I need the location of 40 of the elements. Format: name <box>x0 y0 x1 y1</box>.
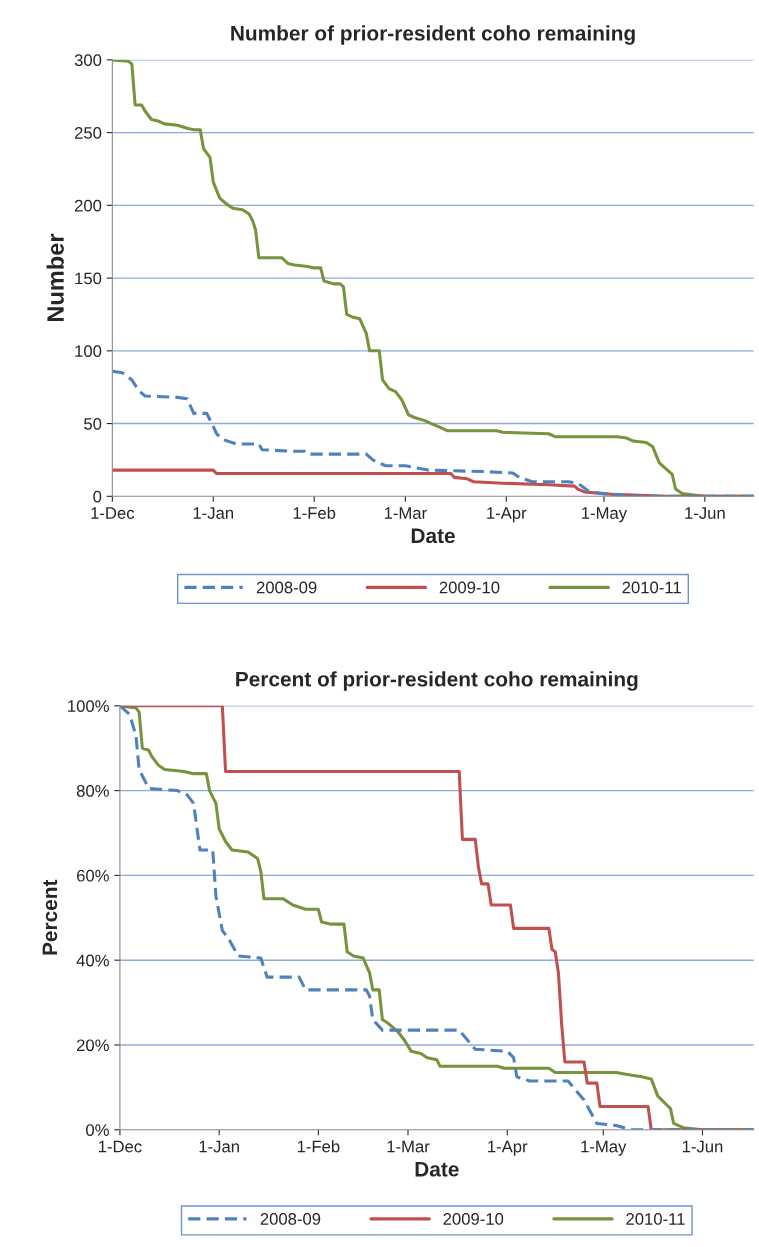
y-tick-label: 80% <box>76 785 109 797</box>
y-tick-label: 0% <box>86 1124 109 1136</box>
legend-label: 2010-11 <box>626 1213 685 1225</box>
x-tick-label: 1-Dec <box>91 507 135 519</box>
x-tick-label: 1-Feb <box>293 506 336 519</box>
y-tick-label: 150 <box>75 272 102 285</box>
legend-label: 2008-09 <box>260 1213 321 1225</box>
y-tick-label: 200 <box>74 199 102 212</box>
x-axis-title: Date <box>415 1162 459 1177</box>
x-tick-label: 1-May <box>581 1140 627 1156</box>
y-tick-label: 250 <box>74 127 102 139</box>
x-tick-label: 1-Jun <box>682 1140 723 1153</box>
chart-title: Percent of prior-resident coho remaining <box>236 671 638 691</box>
x-tick-label: 1-Jan <box>199 1140 239 1153</box>
legend-label: 2009-10 <box>443 1213 504 1225</box>
legend-label: 2009-10 <box>439 581 500 594</box>
y-tick-label: 0 <box>93 490 102 503</box>
x-tick-label: 1-Mar <box>384 507 427 519</box>
y-axis-title: Percent <box>42 879 58 955</box>
x-tick-label: 1-May <box>582 507 628 523</box>
legend-label: 2008-09 <box>256 581 317 594</box>
x-tick-label: 1-Apr <box>487 507 527 523</box>
x-tick-label: 1-Jan <box>193 507 234 519</box>
line-series <box>119 705 754 1130</box>
y-tick-label: 100% <box>68 700 109 713</box>
x-tick-label: 1-Jun <box>685 507 725 519</box>
legend-label: 2010-11 <box>622 581 681 594</box>
y-axis-title: Number <box>46 233 64 322</box>
x-tick-label: 1-Mar <box>387 1140 430 1153</box>
y-tick-label: 60% <box>76 869 109 882</box>
y-tick-label: 100 <box>75 345 102 358</box>
y-tick-label: 40% <box>76 954 109 967</box>
y-tick-label: 300 <box>74 54 102 67</box>
y-tick-label: 20% <box>76 1039 109 1052</box>
x-tick-label: 1-Feb <box>297 1140 340 1153</box>
y-tick-label: 50 <box>84 417 102 430</box>
x-tick-label: 1-Dec <box>98 1140 142 1153</box>
x-tick-label: 1-Apr <box>488 1140 528 1156</box>
chart-title: Number of prior-resident coho remaining <box>231 25 635 45</box>
x-axis-title: Date <box>411 528 455 544</box>
